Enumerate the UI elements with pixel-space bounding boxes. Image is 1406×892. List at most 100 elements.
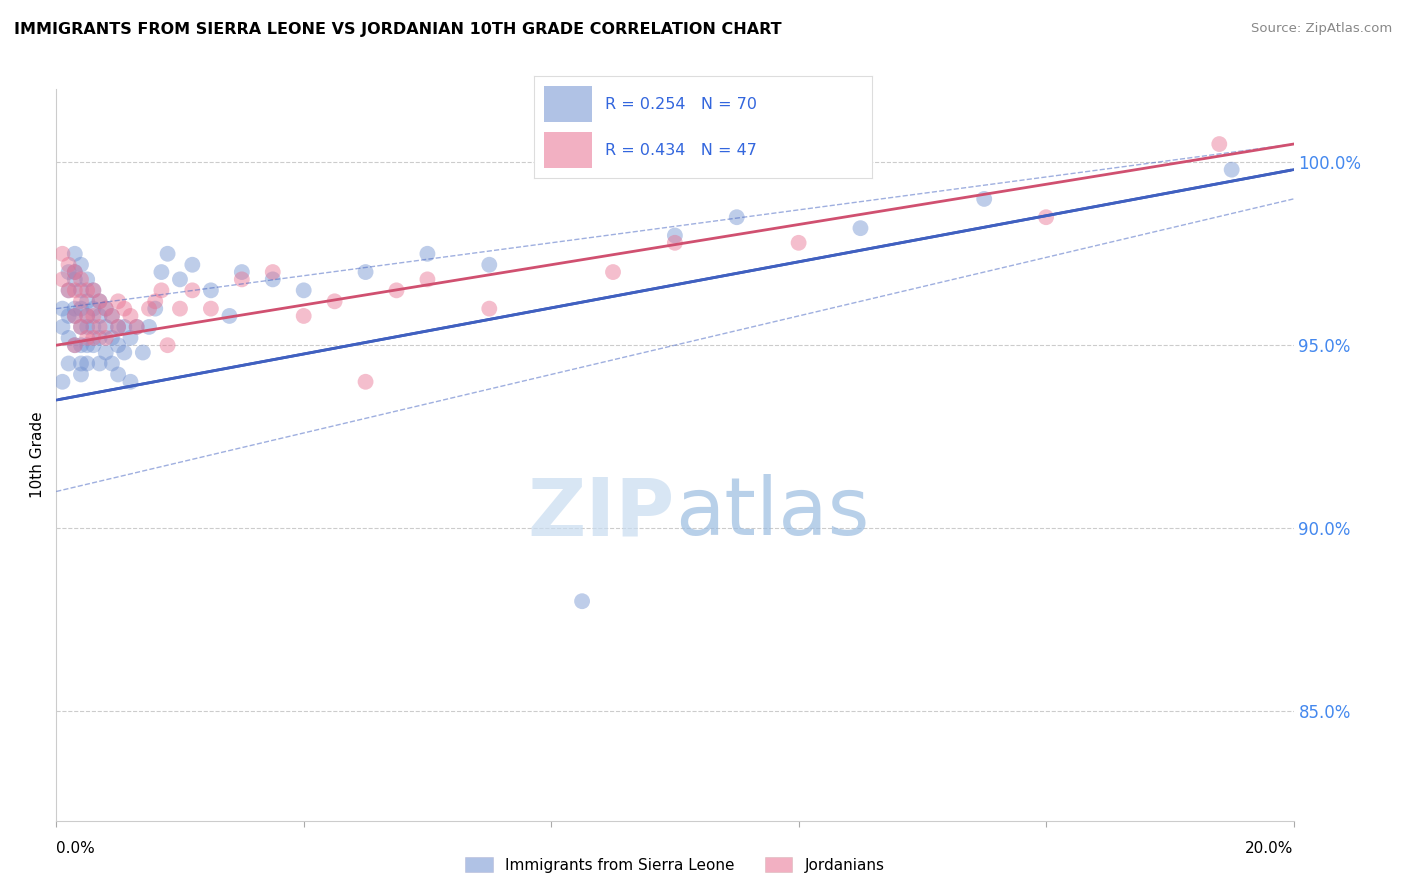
Point: [107, 319, 129, 334]
Point: [231, 272, 253, 286]
Point: [94, 301, 117, 316]
Point: [89, 319, 111, 334]
Point: [70, 356, 93, 370]
Point: [849, 221, 872, 235]
Point: [262, 265, 284, 279]
Point: [94, 345, 117, 359]
Point: [169, 301, 191, 316]
Y-axis label: 10th Grade: 10th Grade: [30, 411, 45, 499]
Point: [70, 301, 93, 316]
Point: [664, 235, 686, 250]
Point: [112, 345, 135, 359]
Point: [416, 272, 439, 286]
Point: [51, 246, 73, 260]
Point: [725, 210, 748, 224]
Point: [181, 258, 204, 272]
Point: [63, 246, 86, 260]
Point: [200, 283, 222, 297]
Point: [82, 331, 104, 345]
Point: [478, 301, 501, 316]
Point: [150, 265, 173, 279]
Bar: [544, 87, 592, 122]
Point: [94, 319, 117, 334]
Point: [101, 309, 124, 323]
Point: [150, 283, 173, 297]
Point: [76, 309, 98, 323]
Point: [571, 594, 593, 608]
Point: [169, 272, 191, 286]
Point: [51, 272, 73, 286]
Point: [58, 283, 80, 297]
Point: [82, 301, 104, 316]
Point: [82, 283, 104, 297]
Text: IMMIGRANTS FROM SIERRA LEONE VS JORDANIAN 10TH GRADE CORRELATION CHART: IMMIGRANTS FROM SIERRA LEONE VS JORDANIA…: [14, 22, 782, 37]
Point: [70, 368, 93, 382]
Point: [89, 356, 111, 370]
Point: [94, 331, 117, 345]
Point: [664, 228, 686, 243]
Point: [89, 294, 111, 309]
Point: [973, 192, 995, 206]
Point: [58, 356, 80, 370]
Point: [63, 283, 86, 297]
Point: [354, 375, 377, 389]
Point: [125, 319, 148, 334]
Point: [107, 319, 129, 334]
Point: [385, 283, 408, 297]
Point: [1035, 210, 1057, 224]
Point: [58, 283, 80, 297]
Point: [354, 265, 377, 279]
Point: [70, 319, 93, 334]
Point: [112, 319, 135, 334]
Point: [63, 338, 86, 352]
Point: [70, 338, 93, 352]
Text: atlas: atlas: [675, 475, 869, 552]
Point: [76, 309, 98, 323]
Point: [478, 258, 501, 272]
Point: [63, 338, 86, 352]
Point: [89, 294, 111, 309]
Point: [292, 309, 315, 323]
Point: [70, 272, 93, 286]
Point: [82, 309, 104, 323]
Point: [70, 283, 93, 297]
Text: 0.0%: 0.0%: [56, 841, 96, 856]
Point: [416, 246, 439, 260]
Point: [125, 319, 148, 334]
Point: [292, 283, 315, 297]
Point: [132, 345, 155, 359]
Point: [63, 265, 86, 279]
Text: R = 0.434   N = 47: R = 0.434 N = 47: [605, 143, 756, 158]
Point: [76, 294, 98, 309]
Point: [89, 309, 111, 323]
Point: [138, 301, 160, 316]
Point: [63, 309, 86, 323]
Point: [101, 356, 124, 370]
Point: [63, 272, 86, 286]
Point: [218, 309, 240, 323]
Point: [1208, 136, 1230, 151]
Text: R = 0.254   N = 70: R = 0.254 N = 70: [605, 96, 758, 112]
Point: [107, 368, 129, 382]
Point: [82, 338, 104, 352]
Point: [63, 309, 86, 323]
Point: [101, 331, 124, 345]
Point: [70, 319, 93, 334]
Point: [231, 265, 253, 279]
Point: [120, 331, 142, 345]
Point: [51, 319, 73, 334]
Point: [143, 301, 166, 316]
Point: [112, 301, 135, 316]
Point: [323, 294, 346, 309]
Bar: [544, 132, 592, 168]
Point: [107, 294, 129, 309]
Point: [58, 265, 80, 279]
Point: [120, 375, 142, 389]
Point: [70, 258, 93, 272]
Point: [76, 319, 98, 334]
Point: [58, 258, 80, 272]
Point: [89, 331, 111, 345]
Point: [138, 319, 160, 334]
Point: [76, 272, 98, 286]
Point: [51, 375, 73, 389]
